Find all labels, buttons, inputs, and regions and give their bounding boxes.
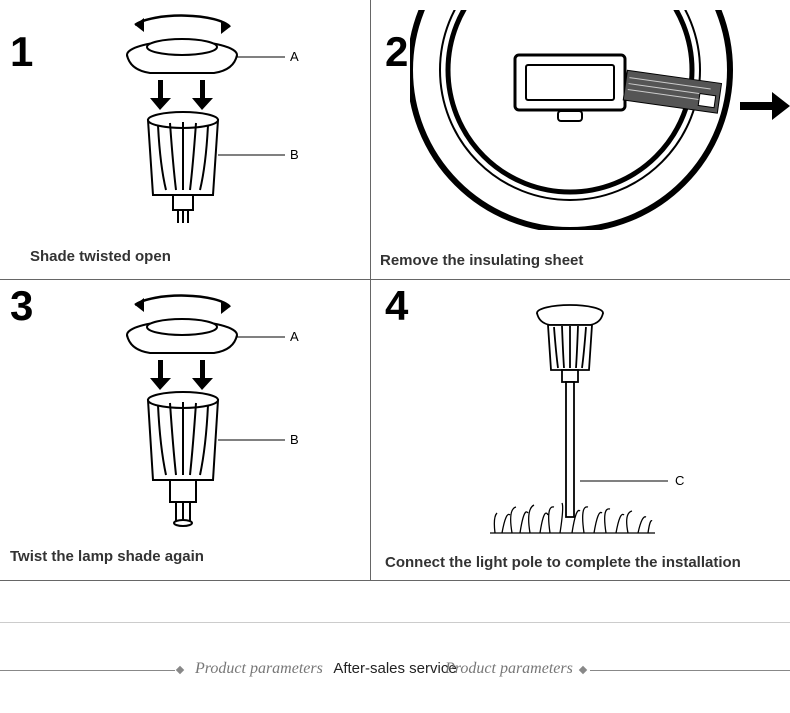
section-divider [0,622,790,623]
step-3-caption: Twist the lamp shade again [10,548,204,565]
label-b: B [290,147,299,162]
footer-line-right [590,670,790,671]
step-3-diagram: A B [70,285,370,545]
footer-section: Product parameters After-sales service P… [0,640,790,700]
step-4-diagram: C [400,285,780,555]
step-4-caption: Connect the light pole to complete the i… [385,554,741,571]
step-3-panel: 3 Twist the lamp shade again A [0,280,370,580]
step-number-1: 1 [10,28,33,76]
step-2-caption: Remove the insulating sheet [380,252,583,269]
step-number-2: 2 [385,28,408,76]
label-c: C [675,473,684,488]
footer-center-text: After-sales service [0,660,790,677]
step-1-diagram: A [70,5,370,235]
label-a-3: A [290,329,299,344]
step-number-3: 3 [10,282,33,330]
step-4-panel: 4 Connect the light pole to complete the… [370,280,790,580]
step-2-diagram [410,10,790,240]
step-1-panel: 1 Shade twisted open A [0,0,370,280]
footer-script-right: Product parameters [445,660,573,678]
step-1-caption: Shade twisted open [30,248,171,265]
label-a: A [290,49,299,64]
step-2-panel: 2 Remove the insulating sheet [370,0,790,280]
grid-bottom-line [0,580,790,581]
instruction-grid: 1 Shade twisted open A [0,0,790,620]
label-b-3: B [290,432,299,447]
